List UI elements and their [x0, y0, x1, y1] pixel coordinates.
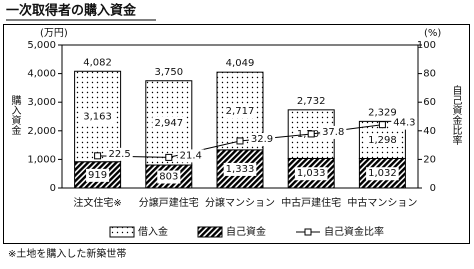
total-label: 4,049	[226, 58, 255, 69]
label-bg	[248, 132, 276, 146]
label-bg	[366, 133, 399, 147]
frame	[3, 24, 470, 244]
y2-tick-label: 100	[417, 40, 436, 51]
ratio-marker	[94, 152, 102, 160]
y-tick-label: 5,000	[27, 40, 56, 51]
ratio-label: 37.8	[322, 127, 344, 138]
y-tick-label: 4,000	[27, 69, 56, 80]
label-bg	[152, 116, 186, 130]
legend-swatch	[197, 226, 223, 238]
segment-label: 2,947	[154, 118, 183, 129]
x-tick-label: 分譲戸建住宅	[139, 196, 199, 209]
label-bg	[81, 110, 114, 124]
segment-label: 919	[88, 170, 107, 181]
footnote: ※土地を購入した新築世帯	[8, 247, 126, 260]
ratio-marker	[378, 121, 386, 129]
ratio-label: 22.5	[108, 149, 130, 160]
y2-tick-label: 40	[423, 126, 436, 137]
label-bg	[157, 170, 181, 184]
legend-label: 自己資金	[226, 225, 266, 238]
y-tick-label: 0	[50, 183, 56, 194]
y2-title: 自己資金比率	[450, 84, 462, 146]
y-title: 購入資金	[9, 94, 21, 135]
label-bg	[86, 168, 110, 182]
segment-label: 3,163	[83, 111, 112, 122]
y2-tick-label: 0	[430, 183, 436, 194]
ratio-label: 32.9	[251, 134, 273, 145]
segment-label: 1,298	[368, 135, 397, 146]
label-bg	[294, 167, 328, 181]
x-tick-label: 中古マンション	[347, 196, 417, 209]
total-label: 4,082	[83, 57, 112, 68]
y-tick-label: 2,000	[27, 126, 56, 137]
label-bg	[391, 116, 418, 130]
y-tick-label: 1,000	[27, 154, 56, 165]
segment-label: 2,717	[226, 106, 255, 117]
x-tick-label: 注文住宅※	[73, 196, 121, 209]
y2-tick-label: 20	[423, 154, 436, 165]
total-label: 2,732	[297, 96, 326, 107]
legend-marker	[304, 228, 312, 236]
label-bg	[223, 105, 257, 119]
legend-label: 自己資金比率	[324, 225, 384, 238]
segment-label: 1,032	[368, 168, 397, 179]
ratio-marker	[236, 137, 244, 145]
legend-label: 借入金	[138, 225, 168, 238]
total-label: 3,750	[154, 67, 183, 78]
segment-label: 1,333	[226, 164, 255, 175]
label-bg	[366, 167, 399, 181]
y-tick-label: 3,000	[27, 97, 56, 108]
label-bg	[223, 162, 257, 176]
y-unit: (万円)	[40, 28, 68, 39]
chart-title: 一次取得者の購入資金	[6, 3, 137, 19]
total-label: 2,329	[368, 107, 397, 118]
y2-tick-label: 60	[423, 97, 436, 108]
ratio-marker	[307, 130, 315, 138]
x-tick-label: 中古戸建住宅	[281, 196, 341, 209]
ratio-label: 21.4	[180, 150, 202, 161]
ratio-marker	[165, 153, 173, 161]
label-bg	[177, 149, 204, 163]
segment-label: 1,033	[297, 168, 326, 179]
y2-unit: (%)	[424, 28, 441, 39]
legend-swatch	[109, 226, 135, 238]
label-bg	[320, 125, 347, 139]
label-bg	[106, 147, 133, 161]
y2-tick-label: 80	[423, 69, 436, 80]
ratio-label: 44.3	[393, 118, 415, 129]
x-tick-label: 分譲マンション	[205, 196, 275, 209]
segment-label: 803	[159, 172, 178, 183]
